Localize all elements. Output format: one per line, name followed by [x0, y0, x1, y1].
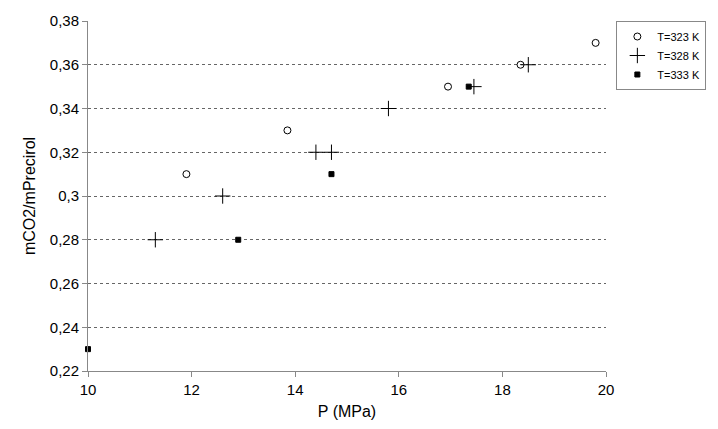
svg-text:0,36: 0,36 [50, 56, 79, 73]
svg-text:0,22: 0,22 [50, 362, 79, 379]
svg-text:10: 10 [80, 381, 97, 398]
svg-text:12: 12 [183, 381, 200, 398]
svg-text:0,38: 0,38 [50, 12, 79, 29]
svg-text:T=323 K: T=323 K [657, 31, 700, 43]
svg-text:0,26: 0,26 [50, 275, 79, 292]
svg-text:0,34: 0,34 [50, 100, 79, 117]
svg-text:20: 20 [598, 381, 615, 398]
svg-text:0,32: 0,32 [50, 144, 79, 161]
svg-text:14: 14 [287, 381, 304, 398]
svg-text:T=333 K: T=333 K [657, 69, 700, 81]
svg-text:0,24: 0,24 [50, 319, 79, 336]
svg-text:18: 18 [494, 381, 511, 398]
svg-text:P (MPa): P (MPa) [318, 403, 376, 420]
svg-text:0,28: 0,28 [50, 231, 79, 248]
svg-text:16: 16 [390, 381, 407, 398]
svg-text:0,3: 0,3 [58, 187, 79, 204]
svg-text:mCO2/mPrecirol: mCO2/mPrecirol [21, 137, 38, 255]
svg-text:T=328 K: T=328 K [657, 50, 700, 62]
